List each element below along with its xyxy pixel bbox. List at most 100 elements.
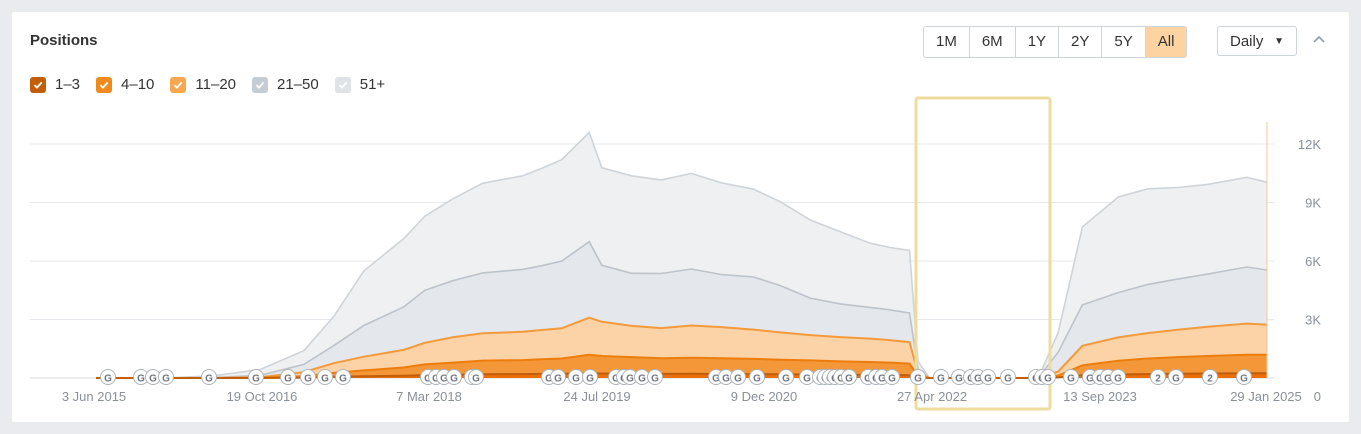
google-update-marker	[1000, 369, 1016, 385]
x-tick-label: 24 Jul 2019	[563, 389, 630, 404]
range-5y-button[interactable]: 5Y	[1102, 27, 1146, 57]
interval-dropdown-value: Daily	[1230, 33, 1264, 50]
google-g-icon: G	[284, 374, 292, 385]
range-2y-button[interactable]: 2Y	[1059, 27, 1103, 57]
google-update-marker	[317, 369, 333, 385]
legend-item-1-3[interactable]: 1–3	[30, 76, 80, 93]
series-line-3	[96, 240, 1268, 379]
google-g-icon: G	[864, 374, 872, 385]
checkbox-checked-icon	[252, 76, 269, 93]
google-g-icon: G	[432, 374, 440, 385]
google-g-icon: G	[339, 374, 347, 385]
annotation-marker	[1150, 369, 1166, 385]
y-tick-label: 9K	[1305, 196, 1321, 211]
google-g-icon: G	[162, 374, 170, 385]
google-g-icon: G	[937, 374, 945, 385]
google-update-marker	[468, 369, 484, 385]
google-g-icon: G	[712, 374, 720, 385]
series-line-4	[96, 131, 1268, 379]
legend-label: 51+	[359, 76, 386, 93]
legend-label: 21–50	[277, 76, 319, 93]
positions-card: Positions 1M 6M 1Y 2Y 5Y All Daily ▼ 1–3…	[12, 12, 1349, 422]
google-update-marker	[1063, 369, 1079, 385]
google-g-icon: G	[722, 374, 730, 385]
card-title: Positions	[30, 32, 98, 49]
positions-area-chart: 0 3K 6K 9K 12K 3 Jun 2015 19 Oct 2016 7 Mar 201…	[30, 96, 1321, 411]
google-g-icon: G	[472, 374, 480, 385]
range-1y-button[interactable]: 1Y	[1015, 27, 1060, 57]
range-1m-button[interactable]: 1M	[924, 27, 970, 57]
interval-dropdown[interactable]: Daily ▼	[1217, 26, 1297, 56]
google-g-icon: G	[554, 374, 562, 385]
y-tick-label: 6K	[1305, 254, 1321, 269]
x-tick-label: 13 Sep 2023	[1063, 389, 1137, 404]
google-g-icon: G	[984, 374, 992, 385]
checkbox-checked-icon	[334, 76, 351, 93]
checkbox-checked-icon	[96, 76, 113, 93]
date-range-selector: 1M 6M 1Y 2Y 5Y All	[923, 26, 1188, 58]
google-g-icon: G	[1044, 374, 1052, 385]
google-g-icon: G	[845, 374, 853, 385]
google-g-icon: G	[149, 374, 157, 385]
google-update-marker	[335, 369, 351, 385]
google-g-icon: G	[252, 374, 260, 385]
collapse-chevron-up-icon[interactable]	[1311, 32, 1331, 52]
google-g-icon: G	[782, 374, 790, 385]
google-g-icon: G	[914, 374, 922, 385]
x-tick-label: 27 Apr 2022	[897, 389, 967, 404]
legend-label: 1–3	[55, 76, 81, 93]
google-update-marker	[841, 369, 857, 385]
google-g-icon: G	[878, 374, 886, 385]
legend-item-51-plus[interactable]: 51+	[334, 76, 386, 93]
highlight-box	[914, 96, 1052, 411]
x-tick-label: 9 Dec 2020	[731, 389, 798, 404]
google-update-marker	[201, 369, 217, 385]
google-g-icon: G	[1096, 374, 1104, 385]
caret-down-icon: ▼	[1274, 36, 1284, 47]
google-update-marker	[1040, 369, 1056, 385]
google-g-icon: G	[638, 374, 646, 385]
google-g-icon: G	[572, 374, 580, 385]
google-g-icon: G	[955, 374, 963, 385]
annotation-marker	[1202, 369, 1218, 385]
legend-item-21-50[interactable]: 21–50	[252, 76, 319, 93]
range-all-button[interactable]: All	[1145, 27, 1187, 57]
google-g-icon: G	[304, 374, 312, 385]
google-g-icon: G	[888, 374, 896, 385]
google-update-marker	[910, 369, 926, 385]
y-tick-label: 3K	[1305, 313, 1321, 328]
google-g-icon: G	[626, 374, 634, 385]
series-area-1	[96, 354, 1267, 378]
range-6m-button[interactable]: 6M	[969, 27, 1016, 57]
google-update-marker	[980, 369, 996, 385]
x-tick-label: 7 Mar 2018	[396, 389, 462, 404]
google-g-icon: G	[545, 374, 553, 385]
legend-item-4-10[interactable]: 4–10	[96, 76, 154, 93]
google-g-icon: G	[974, 374, 982, 385]
google-update-marker	[884, 369, 900, 385]
google-update-marker	[933, 369, 949, 385]
google-g-icon: G	[753, 374, 761, 385]
google-g-icon: G	[1004, 374, 1012, 385]
google-g-icon: G	[651, 374, 659, 385]
google-g-icon: G	[137, 374, 145, 385]
google-g-icon: G	[440, 374, 448, 385]
google-update-marker	[1110, 369, 1126, 385]
google-update-marker	[730, 369, 746, 385]
google-update-marker	[158, 369, 174, 385]
legend-item-11-20[interactable]: 11–20	[170, 76, 236, 93]
series-area-2	[96, 317, 1267, 378]
google-g-icon: G	[450, 374, 458, 385]
google-g-icon: G	[1067, 374, 1075, 385]
google-g-icon: G	[424, 374, 432, 385]
google-update-marker	[248, 369, 264, 385]
google-g-icon: G	[1114, 374, 1122, 385]
google-update-marker	[647, 369, 663, 385]
chart-legend: 1–3 4–10 11–20 21–50 51+	[30, 76, 401, 93]
google-update-marker	[778, 369, 794, 385]
y-tick-label: 12K	[1298, 137, 1321, 152]
legend-label: 11–20	[195, 76, 237, 93]
legend-label: 4–10	[121, 76, 155, 93]
google-g-icon: G	[734, 374, 742, 385]
x-tick-label: 29 Jan 2025	[1230, 389, 1302, 404]
